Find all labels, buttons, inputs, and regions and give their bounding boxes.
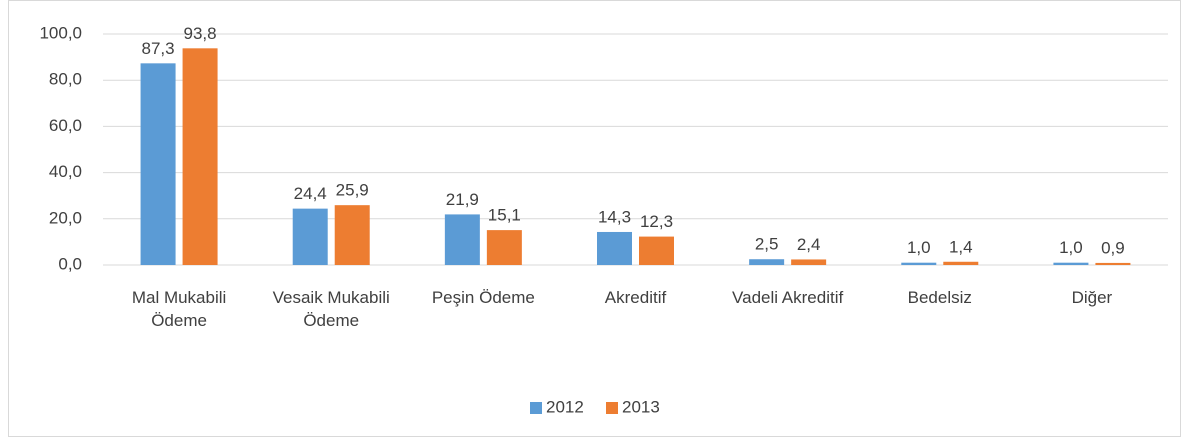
bar	[334, 205, 370, 265]
y-tick-label: 60,0	[49, 116, 82, 135]
legend-label: 2013	[622, 397, 660, 416]
y-tick-label: 40,0	[49, 162, 82, 181]
value-label: 1,0	[1059, 238, 1083, 257]
legend-swatch	[606, 402, 618, 414]
value-label: 2,4	[797, 235, 821, 254]
y-tick-label: 80,0	[49, 70, 82, 89]
bar	[182, 48, 218, 266]
value-label: 12,3	[640, 212, 673, 231]
bar	[639, 236, 674, 265]
bar	[1095, 262, 1131, 265]
x-tick-label: Vesaik Mukabili Ödeme	[272, 288, 390, 330]
x-tick-label: Bedelsiz	[907, 288, 972, 307]
x-tick-label: Peşin Ödeme	[431, 288, 535, 307]
value-label: 25,9	[336, 181, 369, 200]
bar	[486, 230, 522, 265]
bar	[292, 208, 328, 265]
legend-label: 2012	[546, 397, 584, 416]
value-label: 2,5	[755, 235, 779, 254]
value-label: 93,8	[184, 24, 217, 43]
bar	[749, 259, 785, 265]
value-label: 87,3	[142, 39, 175, 58]
bar	[901, 262, 937, 265]
x-tick-label: Mal Mukabili Ödeme	[131, 288, 227, 330]
legend-swatch	[530, 402, 542, 414]
value-label: 1,4	[949, 237, 973, 256]
value-label: 14,3	[598, 207, 631, 226]
bar	[943, 261, 979, 265]
value-label: 21,9	[446, 190, 479, 209]
value-label: 24,4	[294, 184, 327, 203]
y-tick-label: 100,0	[39, 23, 82, 42]
value-label: 1,0	[907, 238, 931, 257]
bar	[444, 214, 480, 265]
value-label: 0,9	[1101, 238, 1125, 257]
value-label: 15,1	[488, 206, 521, 225]
bar	[140, 63, 176, 265]
x-tick-label: Diğer	[1071, 288, 1113, 307]
bar	[791, 259, 827, 265]
y-tick-label: 20,0	[49, 208, 82, 227]
bar	[597, 231, 632, 265]
bar	[1053, 262, 1089, 265]
x-tick-label: Vadeli Akreditif	[732, 288, 844, 307]
x-tick-label: Akreditif	[604, 288, 667, 307]
y-tick-label: 0,0	[58, 254, 82, 273]
